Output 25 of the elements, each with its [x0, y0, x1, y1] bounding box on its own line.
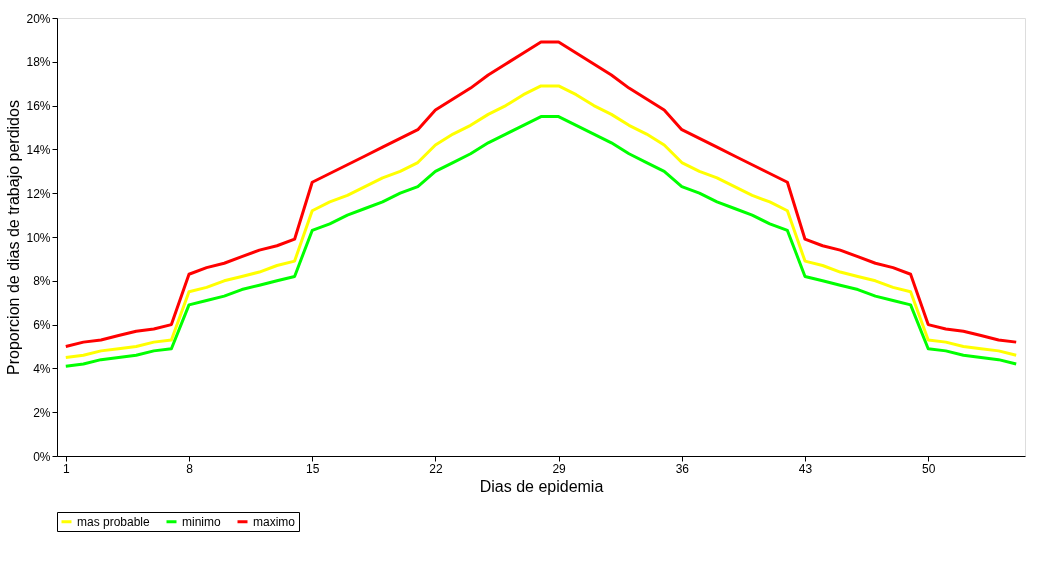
x-tick-label: 50	[922, 461, 936, 476]
y-axis-title: Proporcion de dias de trabajo perdidos	[5, 100, 23, 375]
x-tick-label: 29	[552, 461, 567, 476]
y-tick-label: 4%	[33, 361, 51, 376]
legend-label: maximo	[253, 514, 296, 529]
x-tick-label: 22	[429, 461, 443, 476]
y-tick-label: 16%	[26, 99, 51, 114]
legend-label: minimo	[182, 514, 221, 529]
x-tick-label: 43	[798, 461, 813, 476]
x-tick-label: 1	[62, 461, 70, 476]
y-tick-label: 0%	[33, 449, 51, 464]
x-axis-title: Dias de epidemia	[479, 477, 604, 495]
y-tick-label: 20%	[26, 11, 51, 26]
y-tick-label: 14%	[26, 142, 51, 157]
x-tick-label: 15	[306, 461, 320, 476]
legend-label: mas probable	[77, 514, 151, 529]
line-series	[64, 40, 1018, 348]
x-tick-label: 36	[675, 461, 690, 476]
x-tick-label: 8	[186, 461, 194, 476]
y-tick-label: 12%	[26, 186, 51, 201]
y-tick-label: 2%	[33, 405, 51, 420]
y-tick-label: 8%	[33, 274, 51, 289]
y-tick-label: 10%	[26, 230, 51, 245]
y-tick-label: 18%	[26, 55, 51, 70]
y-tick-label: 6%	[33, 318, 51, 333]
